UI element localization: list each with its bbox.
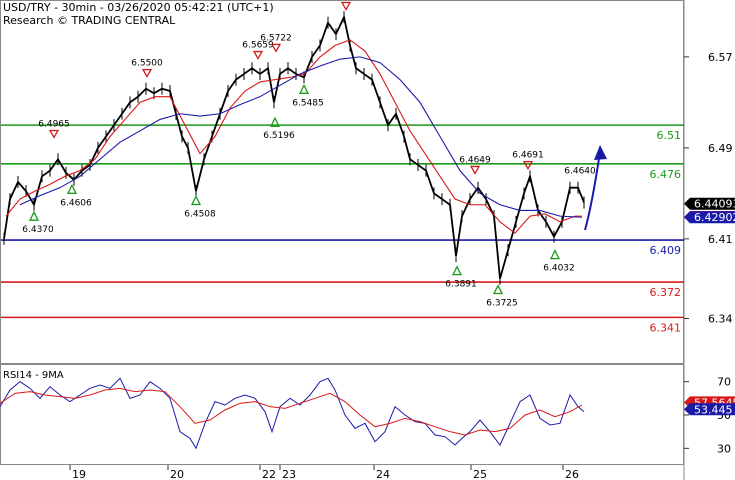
- swing-low-marker: [451, 265, 463, 276]
- swing-high-label: 6.4965: [38, 119, 70, 129]
- price-badge: [684, 211, 735, 224]
- swing-low-label: 6.4032: [543, 264, 575, 274]
- price-badge: [684, 197, 735, 210]
- swing-low-marker: [298, 83, 310, 94]
- x-tick-label: 26: [565, 468, 579, 480]
- swing-high-label: 6.5500: [131, 59, 163, 69]
- swing-high-label: 6.5659: [242, 41, 274, 51]
- level-label: 6.51: [657, 129, 682, 142]
- y-tick-label: 6.49: [708, 142, 733, 155]
- swing-high-marker: [252, 50, 264, 60]
- rsi-tick-label: 70: [717, 376, 731, 389]
- rsi-badge-text: 53.445: [694, 403, 733, 416]
- swing-high-marker: [469, 165, 481, 175]
- swing-high-marker: [522, 160, 534, 170]
- swing-low-label: 6.4606: [60, 198, 92, 208]
- price-label: 6.4640: [564, 166, 596, 176]
- swing-low-marker: [66, 183, 78, 194]
- swing-low-marker: [190, 195, 202, 206]
- swing-high-marker: [270, 43, 282, 53]
- chart-subtitle: Research © TRADING CENTRAL: [3, 14, 176, 27]
- rsi-tick-label: 30: [717, 442, 731, 455]
- swing-low-marker: [549, 249, 561, 260]
- x-tick-label: 19: [72, 468, 86, 480]
- rsi-badge: [684, 403, 735, 416]
- swing-high-marker: [141, 68, 153, 78]
- chart-title: USD/TRY - 30min - 03/26/2020 05:42:21 (U…: [3, 1, 274, 14]
- swing-low-label: 6.5196: [263, 131, 295, 141]
- swing-low-label: 6.5485: [292, 98, 324, 108]
- swing-high-label: 6.5722: [260, 33, 292, 43]
- y-tick-label: 6.34: [708, 313, 733, 326]
- price-badge-text: 6.42902: [694, 211, 735, 224]
- price-series-line: [19, 56, 583, 218]
- x-tick-label: 25: [473, 468, 487, 480]
- y-tick-label: 6.57: [708, 51, 733, 64]
- level-label: 6.341: [650, 321, 682, 334]
- swing-low-marker: [269, 116, 281, 127]
- swing-high-marker: [340, 1, 352, 11]
- swing-low-label: 6.4508: [184, 209, 216, 219]
- swing-low-marker: [492, 284, 504, 295]
- swing-high-label: 6.4691: [512, 151, 544, 161]
- rsi-series-line: [0, 387, 583, 436]
- x-tick-label: 20: [170, 468, 184, 480]
- y-tick-label: 6.41: [708, 233, 733, 246]
- swing-low-marker: [28, 210, 40, 221]
- price-badge-text: 6.44093: [694, 198, 735, 211]
- forecast-arrow: [584, 145, 607, 231]
- swing-high-label: 6.6090: [330, 0, 362, 2]
- rsi-title: RSI14 - 9MA: [3, 370, 64, 381]
- x-tick-label: 23: [282, 468, 296, 480]
- swing-high-label: 6.4649: [459, 155, 491, 165]
- level-label: 6.372: [650, 286, 682, 299]
- x-tick-label: 24: [376, 468, 390, 480]
- rsi-series-line: [0, 377, 585, 450]
- swing-low-label: 6.3725: [486, 299, 518, 309]
- swing-low-label: 6.4370: [22, 225, 54, 235]
- swing-high-marker: [48, 129, 60, 139]
- level-label: 6.476: [650, 168, 682, 181]
- level-label: 6.409: [650, 244, 682, 257]
- swing-low-label: 6.3891: [445, 280, 477, 290]
- x-tick-label: 22: [262, 468, 276, 480]
